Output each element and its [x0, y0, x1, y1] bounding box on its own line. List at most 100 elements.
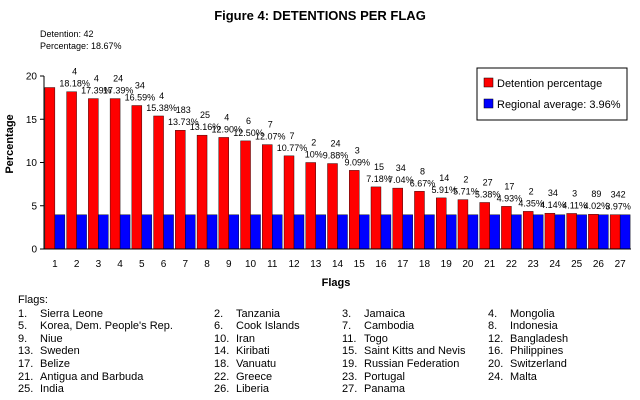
flags-key-number: 25.	[18, 383, 34, 396]
flags-key-country: Belize	[40, 357, 70, 370]
bar-regional-average	[576, 214, 587, 250]
bar-regional-average	[272, 214, 283, 250]
data-label-count: 7	[268, 120, 273, 130]
bar-detention-percentage	[349, 170, 360, 250]
data-label-percentage: 5.71%	[453, 187, 479, 197]
legend: Detention percentage Regional average: 3…	[476, 67, 628, 121]
bar-detention-percentage	[457, 199, 469, 250]
bar-regional-average	[619, 214, 631, 250]
x-tick-label: 17	[397, 259, 409, 270]
bar-detention-percentage	[240, 140, 251, 250]
data-label-percentage: 4.93%	[497, 193, 523, 203]
data-label-count: 4	[159, 91, 164, 101]
flags-key-number: 23.	[342, 370, 358, 383]
x-tick-label: 21	[484, 259, 496, 270]
flags-key-country: Panama	[364, 383, 405, 396]
data-label-count: 7	[290, 131, 295, 141]
flags-key-number: 21.	[18, 370, 34, 383]
bar-detention-percentage	[370, 186, 382, 250]
x-tick-label: 14	[332, 259, 344, 270]
flags-key-item: 3. Jamaica	[342, 308, 488, 321]
bar-regional-average	[446, 214, 457, 250]
flags-key-number: 14.	[214, 345, 230, 358]
flags-key-country: Liberia	[236, 383, 270, 396]
x-tick-label: 1	[52, 259, 58, 270]
data-label-percentage: 13.73%	[168, 117, 199, 127]
data-label-percentage: 5.38%	[475, 189, 501, 199]
bar-detention-percentage	[131, 105, 143, 250]
data-label-count: 89	[591, 189, 601, 199]
flags-key-item: 27. Panama	[342, 383, 488, 396]
data-label-percentage: 4.14%	[540, 200, 566, 210]
x-tick-label: 18	[419, 259, 431, 270]
flags-key-number: 7.	[342, 320, 352, 333]
data-label-percentage: 10.77%	[277, 143, 308, 153]
data-label-count: 8	[420, 166, 425, 176]
flags-key-item: 17. Belize	[18, 358, 214, 371]
flags-key-item: 26. Liberia	[214, 383, 342, 396]
flags-key-item: 15. Saint Kitts and Nevis	[342, 345, 488, 358]
bar-regional-average	[315, 214, 326, 250]
data-label-percentage: 4.02%	[584, 201, 610, 211]
data-label-percentage: 12.90%	[212, 124, 243, 134]
data-label-count: Detention: 42	[40, 29, 94, 39]
data-label-percentage: 9.88%	[323, 151, 349, 161]
flags-key-country: Russian Federation	[364, 357, 460, 370]
flags-key-item: 18. Vanuatu	[214, 358, 342, 371]
y-tick-label: 0	[31, 245, 37, 256]
x-tick-label: 26	[593, 259, 605, 270]
flags-key-country: Greece	[236, 370, 273, 383]
flags-key-number: 18.	[214, 357, 230, 370]
flags-key-item: 5. Korea, Dem. People's Rep.	[18, 320, 214, 333]
x-tick-label: 8	[204, 259, 210, 270]
bar-regional-average	[511, 214, 522, 250]
flags-key-country: Switzerland	[510, 357, 567, 370]
flags-key-country: Portugal	[364, 370, 405, 383]
bar-detention-percentage	[522, 211, 534, 250]
flags-key-number: 24.	[488, 370, 504, 383]
flags-key-item: 23. Portugal	[342, 371, 488, 384]
bar-detention-percentage	[609, 214, 621, 250]
data-label-percentage: 3.97%	[605, 202, 631, 212]
flags-key-item: 13. Sweden	[18, 345, 214, 358]
bar-regional-average	[424, 214, 435, 250]
data-label-percentage: 7.18%	[366, 174, 392, 184]
bar-detention-percentage	[109, 98, 121, 250]
legend-label-detention: Detention percentage	[497, 78, 602, 90]
x-tick-label: 27	[615, 259, 627, 270]
x-tick-label: 16	[375, 259, 387, 270]
data-label-percentage: 4.11%	[562, 200, 587, 210]
flags-key-country: Cambodia	[364, 320, 415, 333]
x-tick-label: 3	[96, 259, 102, 270]
data-label-count: 183	[176, 105, 191, 115]
data-label-percentage: 5.91%	[431, 185, 457, 195]
x-tick-label: 25	[571, 259, 583, 270]
flags-key-number: 6.	[214, 320, 224, 333]
x-tick-label: 2	[74, 259, 80, 270]
data-label-count: 17	[504, 181, 514, 191]
data-label-count: 4	[94, 74, 99, 84]
flags-key-number: 16.	[488, 345, 504, 358]
bar-detention-percentage	[283, 155, 295, 250]
flags-key-number: 8.	[488, 320, 498, 333]
data-label-count: 14	[439, 173, 449, 183]
bar-detention-percentage	[327, 163, 338, 250]
flags-key-country: Antigua and Barbuda	[40, 370, 144, 383]
x-tick-label: 5	[139, 259, 145, 270]
flags-key-country: Saint Kitts and Nevis	[364, 345, 466, 358]
x-tick-label: 24	[549, 259, 561, 270]
flags-key-country: Sweden	[40, 345, 80, 358]
bar-detention-percentage	[414, 191, 425, 250]
flags-key-grid: 1. Sierra Leone 2. Tanzania 3. Jamaica 4. Mongo…	[18, 308, 638, 396]
x-tick-label: 7	[183, 259, 189, 270]
flags-key-number: 11.	[342, 332, 357, 345]
flags-key-country: India	[40, 383, 64, 396]
bar-regional-average	[532, 214, 544, 250]
bar-regional-average	[163, 214, 174, 250]
flags-key-number: 22.	[214, 370, 230, 383]
x-tick-label: 20	[462, 259, 474, 270]
flags-key-number: 4.	[488, 307, 498, 320]
flags-key-number: 19.	[342, 357, 358, 370]
flags-key-item: 22. Greece	[214, 371, 342, 384]
data-label-count: 15	[374, 162, 384, 172]
